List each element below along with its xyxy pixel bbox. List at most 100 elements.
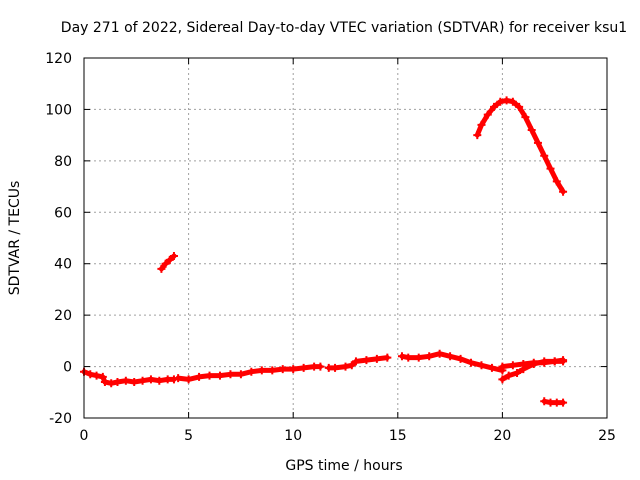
series-track-1 (80, 367, 178, 388)
data-point (521, 113, 530, 122)
data-point (502, 96, 511, 105)
data-point (529, 358, 538, 367)
data-point (184, 375, 193, 384)
data-point (113, 378, 122, 386)
data-point (347, 361, 356, 370)
y-tick-label: 120 (45, 51, 72, 67)
data-point (559, 187, 568, 196)
data-point (496, 97, 505, 106)
chart-title: Day 271 of 2022, Sidereal Day-to-day VTE… (61, 20, 627, 36)
data-point (404, 353, 413, 362)
data-point (121, 376, 130, 385)
data-point (559, 398, 568, 407)
series-track-4 (324, 353, 392, 372)
series-track-8 (540, 397, 568, 407)
data-point (508, 97, 517, 106)
y-tick-label: 0 (63, 360, 72, 376)
data-point (278, 365, 287, 374)
data-point (289, 365, 298, 374)
data-point (257, 366, 266, 375)
data-point (92, 371, 101, 380)
data-point (226, 370, 235, 379)
y-axis-label: SDTVAR / TECUs (7, 181, 23, 296)
data-point (487, 363, 496, 372)
data-point (490, 102, 499, 111)
x-axis-label: GPS time / hours (285, 458, 402, 474)
data-point (362, 356, 371, 365)
data-point (383, 353, 392, 362)
data-point (107, 379, 116, 388)
data-point (467, 358, 476, 367)
data-point (130, 378, 139, 386)
data-point (435, 349, 444, 358)
data-point (268, 366, 277, 375)
data-point (483, 110, 492, 119)
data-points (80, 96, 568, 407)
data-point (533, 138, 542, 147)
y-tick-label: -20 (49, 411, 72, 427)
data-point (161, 259, 170, 268)
data-point (446, 352, 455, 361)
data-point (498, 362, 507, 371)
data-point (247, 367, 256, 376)
data-point (550, 357, 559, 366)
y-tick-label: 100 (45, 102, 72, 118)
y-tick-label: 80 (54, 154, 72, 170)
data-point (508, 361, 517, 370)
series-track-2 (157, 252, 178, 273)
data-point (540, 397, 549, 406)
data-point (477, 120, 486, 129)
series-line (158, 253, 177, 272)
data-point (477, 361, 486, 370)
x-tick-label: 20 (493, 428, 511, 444)
data-point (519, 360, 528, 368)
data-point (513, 369, 522, 377)
data-point (425, 352, 434, 361)
data-point (195, 372, 204, 381)
data-point (515, 102, 524, 111)
data-point (351, 357, 360, 366)
data-point (540, 358, 549, 367)
data-point (146, 375, 155, 384)
y-tick-label: 40 (54, 257, 72, 273)
series-track-3 (174, 362, 325, 384)
data-point (552, 177, 561, 186)
x-tick-label: 5 (184, 428, 193, 444)
data-point (331, 363, 340, 372)
data-point (86, 370, 95, 379)
data-point (504, 371, 513, 380)
data-point (559, 356, 568, 365)
data-point (100, 378, 109, 386)
data-point (456, 354, 465, 363)
data-point (138, 376, 147, 385)
x-tick-label: 10 (284, 428, 302, 444)
x-tick-label: 25 (598, 428, 616, 444)
data-point (215, 371, 224, 380)
data-point (414, 353, 423, 362)
x-tick-label: 0 (80, 428, 89, 444)
series-track-9 (473, 96, 568, 196)
data-point (165, 255, 174, 264)
data-point (527, 126, 536, 134)
data-point (98, 372, 107, 381)
data-point (546, 164, 555, 173)
axis-ticks: 0 5 10 15 20 25 -20 0 20 40 60 80 100 120 (45, 51, 616, 444)
series-track-5 (397, 349, 507, 375)
data-point (157, 264, 166, 273)
x-tick-label: 15 (389, 428, 407, 444)
data-point (205, 371, 214, 380)
plot-frame (83, 57, 608, 419)
data-point (341, 362, 350, 371)
data-point (299, 363, 308, 372)
data-point (169, 252, 178, 260)
data-point (316, 362, 325, 371)
data-point (174, 374, 183, 383)
data-point (155, 376, 164, 385)
data-point (397, 352, 406, 361)
data-point (236, 370, 245, 379)
series-track-7 (498, 356, 568, 371)
y-tick-label: 60 (54, 205, 72, 221)
data-point (372, 354, 381, 363)
y-tick-label: 20 (54, 308, 72, 324)
